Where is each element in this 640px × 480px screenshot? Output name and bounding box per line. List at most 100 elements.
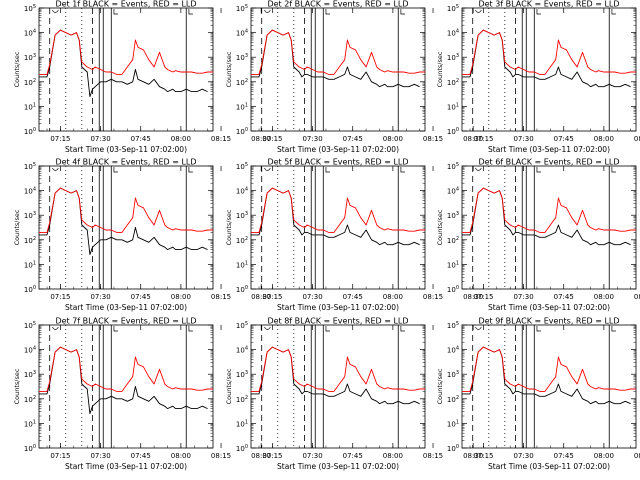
- y-tick-label: 103: [447, 370, 459, 379]
- y-axis-label: Counts/sec: [225, 51, 233, 87]
- flag-marker-icon: [611, 9, 616, 15]
- panel-det-4: Det 4f BLACK = Events, RED = LLD Start Ti…: [13, 158, 271, 313]
- x-tick-label: 07:15: [262, 135, 282, 143]
- plot-frame: [38, 324, 214, 449]
- y-axis-label: Counts/sec: [13, 51, 21, 87]
- y-tick-label: 100: [236, 444, 248, 453]
- x-tick-label: 07:15: [50, 452, 70, 460]
- y-tick-label: 100: [24, 285, 36, 294]
- series-events-line: [251, 346, 420, 405]
- x-axis-label: Start Time (03-Sep-11 07:02:00): [65, 145, 187, 154]
- saa-marker-icon: [475, 9, 482, 13]
- x-tick-label: 07:45: [131, 293, 151, 301]
- x-axis-label: Start Time (03-Sep-11 07:02:00): [277, 462, 399, 471]
- flag-marker-icon: [113, 326, 118, 332]
- x-tick-label: 07:45: [343, 135, 363, 143]
- flag-marker-icon: [113, 9, 118, 15]
- panel-title: Det 6f BLACK = Events, RED = LLD: [478, 158, 619, 167]
- y-tick-label: 104: [24, 346, 36, 355]
- x-tick-label: 08:30: [251, 293, 271, 301]
- x-tick-label: 07:15: [50, 135, 70, 143]
- saa-marker-icon: [264, 167, 271, 171]
- saa-marker-icon: [52, 9, 59, 13]
- x-tick-label: 08:30: [251, 135, 271, 143]
- panel-det-9: Det 9f BLACK = Events, RED = LLD Start Ti…: [436, 317, 640, 472]
- flag-marker-icon: [536, 9, 541, 15]
- panel-title: Det 9f BLACK = Events, RED = LLD: [478, 317, 619, 326]
- x-tick-label: 07:30: [513, 452, 533, 460]
- y-tick-label: 102: [236, 78, 248, 87]
- x-tick-label: 08:15: [423, 293, 443, 301]
- x-tick-label: 07:15: [473, 293, 493, 301]
- panel-det-3: Det 3f BLACK = Events, RED = LLD Start Ti…: [436, 0, 640, 154]
- x-tick-label: 08:30: [463, 293, 483, 301]
- flag-marker-icon: [400, 167, 405, 173]
- saa-marker-icon: [475, 326, 482, 330]
- y-tick-label: 104: [236, 29, 248, 38]
- y-tick-label: 105: [236, 321, 248, 330]
- y-tick-label: 101: [24, 419, 36, 428]
- flag-marker-icon: [188, 326, 193, 332]
- panel-det-1: Det 1f BLACK = Events, RED = LLD Start Ti…: [13, 0, 271, 154]
- plot-frame: [250, 7, 426, 132]
- flag-marker-icon: [188, 9, 193, 15]
- y-tick-label: 100: [447, 444, 459, 453]
- series-events-line: [462, 187, 631, 246]
- x-tick-label: 07:15: [473, 135, 493, 143]
- y-tick-label: 103: [236, 370, 248, 379]
- y-tick-label: 101: [447, 260, 459, 269]
- series-lld-line: [251, 29, 425, 75]
- y-tick-label: 105: [236, 162, 248, 171]
- y-tick-label: 101: [24, 102, 36, 111]
- y-tick-label: 105: [24, 162, 36, 171]
- panel-det-2: Det 2f BLACK = Events, RED = LLD Start Ti…: [225, 0, 483, 154]
- series-events-line: [462, 346, 631, 405]
- x-tick-label: 07:45: [554, 135, 574, 143]
- series-events-line: [39, 346, 208, 415]
- y-tick-label: 101: [236, 419, 248, 428]
- x-tick-label: 07:15: [262, 293, 282, 301]
- y-tick-label: 102: [447, 236, 459, 245]
- y-tick-label: 101: [236, 102, 248, 111]
- y-tick-label: 104: [447, 29, 459, 38]
- plot-frame: [461, 7, 637, 132]
- y-axis-label: Counts/sec: [436, 368, 444, 404]
- flag-marker-icon: [536, 167, 541, 173]
- flag-marker-icon: [400, 326, 405, 332]
- x-tick-label: 08:00: [594, 452, 614, 460]
- panel-title: Det 3f BLACK = Events, RED = LLD: [478, 0, 619, 9]
- x-tick-label: 08:00: [171, 452, 191, 460]
- series-events-line: [251, 187, 420, 246]
- x-tick-label: 08:00: [594, 135, 614, 143]
- panel-title: Det 8f BLACK = Events, RED = LLD: [267, 317, 408, 326]
- x-tick-label: 07:30: [90, 135, 110, 143]
- y-tick-label: 101: [447, 102, 459, 111]
- x-tick-label: 08:15: [634, 452, 640, 460]
- y-tick-label: 102: [24, 395, 36, 404]
- plot-frame: [38, 7, 214, 132]
- y-tick-label: 102: [236, 395, 248, 404]
- y-tick-label: 103: [236, 211, 248, 220]
- y-tick-label: 105: [24, 4, 36, 13]
- y-tick-label: 105: [24, 321, 36, 330]
- x-tick-label: 08:00: [383, 293, 403, 301]
- y-tick-label: 104: [236, 346, 248, 355]
- x-tick-label: 08:15: [211, 452, 231, 460]
- series-lld-line: [462, 187, 636, 233]
- x-tick-label: 08:30: [251, 452, 271, 460]
- panel-title: Det 2f BLACK = Events, RED = LLD: [267, 0, 408, 9]
- x-tick-label: 08:15: [211, 293, 231, 301]
- plot-frame: [461, 324, 637, 449]
- x-axis-label: Start Time (03-Sep-11 07:02:00): [488, 303, 610, 312]
- y-tick-label: 101: [236, 260, 248, 269]
- x-axis-label: Start Time (03-Sep-11 07:02:00): [65, 462, 187, 471]
- x-tick-label: 08:00: [171, 135, 191, 143]
- flag-marker-icon: [325, 167, 330, 173]
- y-axis-label: Counts/sec: [13, 209, 21, 245]
- y-tick-label: 101: [447, 419, 459, 428]
- flag-marker-icon: [611, 326, 616, 332]
- x-tick-label: 07:45: [554, 452, 574, 460]
- panel-det-8: Det 8f BLACK = Events, RED = LLD Start Ti…: [225, 317, 483, 472]
- x-tick-label: 07:30: [90, 452, 110, 460]
- panel-title: Det 1f BLACK = Events, RED = LLD: [55, 0, 196, 9]
